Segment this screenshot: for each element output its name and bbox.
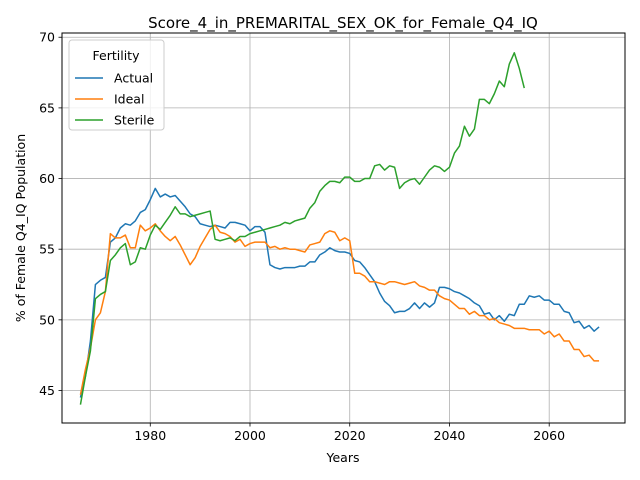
y-tick-label: 55 [39, 242, 55, 257]
series-line-actual [79, 187, 600, 398]
y-tick-label: 50 [39, 312, 55, 327]
y-tick-label: 65 [39, 100, 55, 115]
series-line-sterile [79, 52, 525, 405]
y-tick-label: 45 [39, 383, 55, 398]
y-axis: 45 50 55 60 65 70 [39, 30, 62, 398]
x-axis-title: Years [326, 450, 360, 465]
x-tick-label: 2020 [334, 428, 366, 443]
x-tick-label: 2000 [234, 428, 266, 443]
grid-lines [62, 33, 625, 423]
legend: Fertility Actual Ideal Sterile [68, 39, 165, 131]
series-lines [79, 52, 600, 405]
legend-label-ideal: Ideal [114, 92, 144, 107]
legend-box [68, 39, 165, 131]
x-tick-label: 2060 [533, 428, 565, 443]
legend-items: Actual Ideal Sterile [75, 71, 155, 128]
y-tick-label: 60 [39, 171, 55, 186]
legend-label-actual: Actual [114, 71, 153, 86]
legend-title: Fertility [93, 48, 141, 63]
x-axis: 1980 2000 2020 2040 2060 [134, 423, 565, 443]
x-tick-label: 1980 [134, 428, 166, 443]
plot-frame [61, 32, 626, 424]
y-tick-label: 70 [39, 30, 55, 45]
series-line-ideal [79, 223, 600, 395]
chart-title: Score_4_in_PREMARITAL_SEX_OK_for_Female_… [148, 14, 538, 33]
x-tick-label: 2040 [434, 428, 466, 443]
legend-label-sterile: Sterile [114, 113, 155, 128]
y-axis-title: % of Female Q4_IQ Population [13, 134, 28, 322]
